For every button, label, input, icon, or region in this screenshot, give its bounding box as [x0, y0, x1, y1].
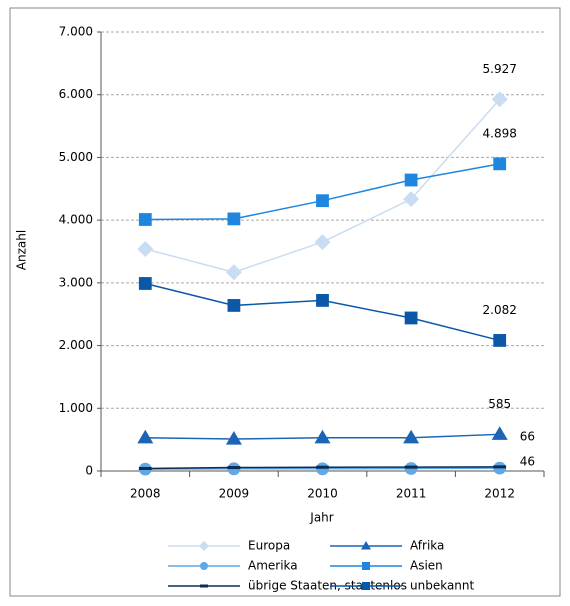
- marker: [491, 91, 508, 108]
- legend-label: Asien: [410, 559, 443, 573]
- y-tick-label: 0: [85, 464, 93, 478]
- marker: [138, 213, 152, 226]
- data-label: 46: [520, 455, 535, 469]
- marker: [227, 466, 241, 470]
- marker: [225, 264, 242, 281]
- data-label: 4.898: [483, 126, 517, 140]
- marker: [403, 191, 420, 208]
- marker: [403, 429, 420, 444]
- marker: [138, 466, 152, 470]
- marker: [225, 431, 242, 445]
- y-tick-label: 5.000: [59, 150, 93, 164]
- marker: [493, 334, 507, 347]
- y-tick-label: 6.000: [59, 87, 93, 101]
- marker: [491, 426, 508, 440]
- y-tick-label: 3.000: [59, 275, 93, 289]
- frame: [9, 7, 561, 597]
- legend-label: Europa: [248, 539, 290, 553]
- marker: [316, 462, 329, 476]
- marker: [316, 294, 329, 307]
- legend-label: Amerika: [248, 559, 298, 573]
- x-tick-label: 2009: [219, 487, 250, 501]
- marker: [361, 541, 371, 550]
- data-label: 585: [488, 397, 511, 411]
- marker: [493, 465, 507, 469]
- marker: [404, 465, 418, 469]
- marker: [404, 173, 418, 187]
- marker: [200, 584, 208, 588]
- series-line: [145, 282, 500, 342]
- marker: [227, 299, 241, 312]
- marker: [362, 562, 370, 570]
- y-tick-label: 2.000: [59, 338, 93, 352]
- marker: [199, 541, 209, 551]
- marker: [316, 465, 329, 469]
- legend-label: unbekannt: [410, 579, 475, 593]
- x-tick-label: 2008: [130, 487, 161, 501]
- y-axis-title: Anzahl: [15, 230, 29, 270]
- data-label: 2.082: [483, 303, 517, 317]
- marker: [493, 157, 507, 171]
- marker: [316, 194, 329, 208]
- x-tick-label: 2010: [307, 487, 338, 501]
- marker: [227, 212, 241, 226]
- data-label: 5.927: [483, 62, 517, 76]
- marker: [137, 429, 154, 444]
- marker: [314, 234, 331, 251]
- marker: [362, 582, 370, 590]
- legend-label: Afrika: [410, 539, 444, 553]
- y-tick-label: 1.000: [59, 401, 93, 415]
- marker: [200, 562, 208, 570]
- series-line: [145, 163, 500, 221]
- marker: [314, 429, 331, 444]
- x-tick-label: 2011: [396, 487, 427, 501]
- marker: [137, 240, 154, 257]
- x-tick-label: 2012: [484, 487, 515, 501]
- marker: [404, 311, 418, 325]
- y-tick-label: 4.000: [59, 213, 93, 227]
- x-axis-title: Jahr: [309, 511, 333, 525]
- data-label: 66: [520, 429, 535, 443]
- y-tick-label: 7.000: [59, 25, 93, 39]
- marker: [138, 277, 152, 290]
